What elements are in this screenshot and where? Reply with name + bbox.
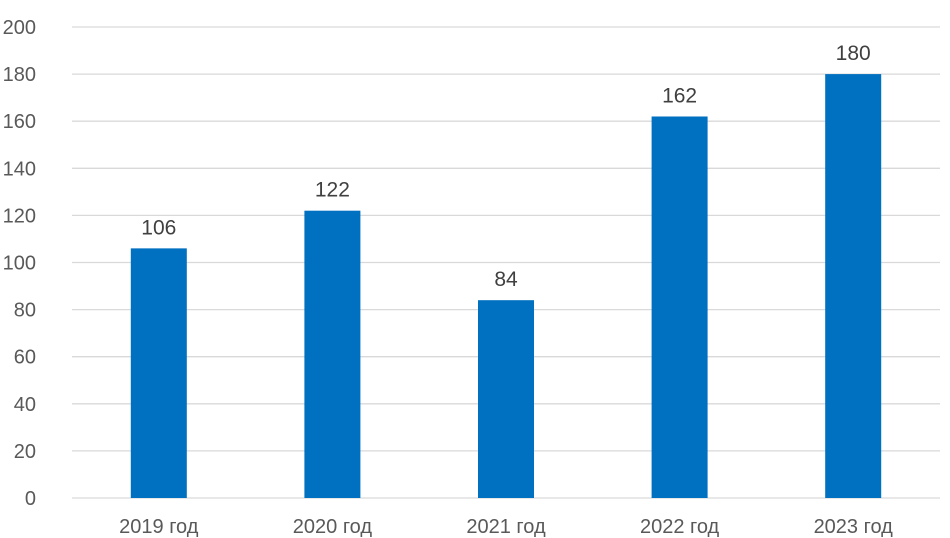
bar — [825, 74, 882, 498]
data-label: 180 — [836, 42, 871, 65]
bar — [304, 210, 361, 498]
y-tick-label: 140 — [3, 158, 36, 180]
y-tick-label: 160 — [3, 111, 36, 133]
y-tick-label: 120 — [3, 205, 36, 227]
y-axis-ticks: 0 20 40 60 80 100 120 140 160 180 200 — [3, 17, 36, 510]
bar — [478, 300, 534, 498]
y-tick-label: 20 — [14, 441, 36, 463]
bar — [130, 248, 187, 498]
bars — [130, 74, 882, 499]
data-label: 106 — [141, 216, 176, 239]
y-tick-label: 180 — [3, 64, 36, 86]
data-label: 84 — [494, 268, 518, 291]
x-category-label: 2020 год — [293, 516, 373, 538]
bar — [651, 116, 708, 499]
x-axis-categories: 2019 год 2020 год 2021 год 2022 год 2023 год — [119, 516, 893, 538]
y-tick-label: 100 — [3, 253, 36, 275]
y-tick-label: 60 — [14, 347, 36, 369]
y-tick-label: 0 — [25, 488, 36, 510]
x-category-label: 2023 год — [814, 516, 894, 538]
x-category-label: 2021 год — [466, 516, 546, 538]
data-labels: 106 122 84 162 180 — [141, 42, 870, 291]
data-label: 122 — [315, 179, 350, 202]
y-tick-label: 200 — [3, 17, 36, 39]
data-label: 162 — [662, 84, 697, 107]
y-tick-label: 80 — [14, 300, 36, 322]
x-category-label: 2019 год — [119, 516, 199, 538]
x-category-label: 2022 год — [640, 516, 720, 538]
y-tick-label: 40 — [14, 394, 36, 416]
